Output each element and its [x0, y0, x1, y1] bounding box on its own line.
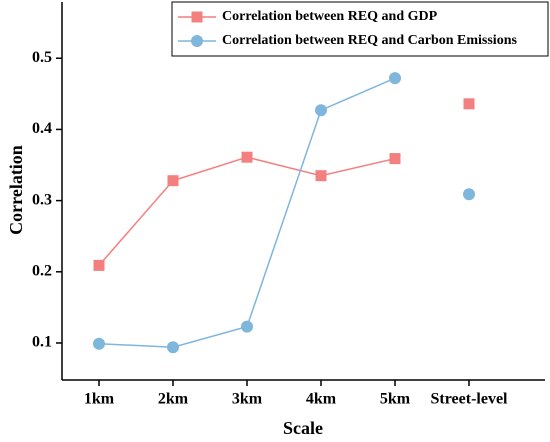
y-tick-label: 0.5: [32, 49, 52, 66]
legend-marker: [191, 11, 203, 23]
x-tick-label: 2km: [158, 391, 189, 408]
marker: [389, 153, 401, 165]
marker: [315, 104, 327, 117]
x-tick-label: 4km: [306, 391, 337, 408]
series-line: [98, 77, 396, 349]
legend-box: [171, 1, 549, 57]
series-line: [98, 156, 396, 266]
legend-label: Correlation between REQ and Carbon Emiss…: [222, 33, 517, 48]
legend-marker: [191, 35, 203, 47]
marker: [241, 320, 253, 333]
x-tick-label: Street-level: [431, 391, 509, 408]
y-tick-label: 0.4: [32, 120, 52, 137]
x-tick-label: 1km: [84, 391, 115, 408]
marker: [315, 170, 327, 182]
marker: [167, 175, 179, 187]
marker: [463, 98, 475, 110]
marker: [389, 72, 401, 85]
y-tick-label: 0.1: [32, 334, 52, 351]
x-axis-title: Scale: [283, 418, 323, 438]
marker: [93, 337, 105, 350]
x-tick-label: 5km: [380, 391, 411, 408]
marker: [463, 188, 475, 201]
y-axis-title: Correlation: [6, 145, 26, 235]
marker: [241, 151, 253, 163]
x-tick-label: 3km: [232, 391, 263, 408]
marker: [167, 341, 179, 354]
legend-label: Correlation between REQ and GDP: [222, 9, 438, 24]
y-tick-label: 0.3: [32, 191, 52, 208]
y-tick-label: 0.2: [32, 262, 52, 279]
marker: [93, 259, 105, 271]
